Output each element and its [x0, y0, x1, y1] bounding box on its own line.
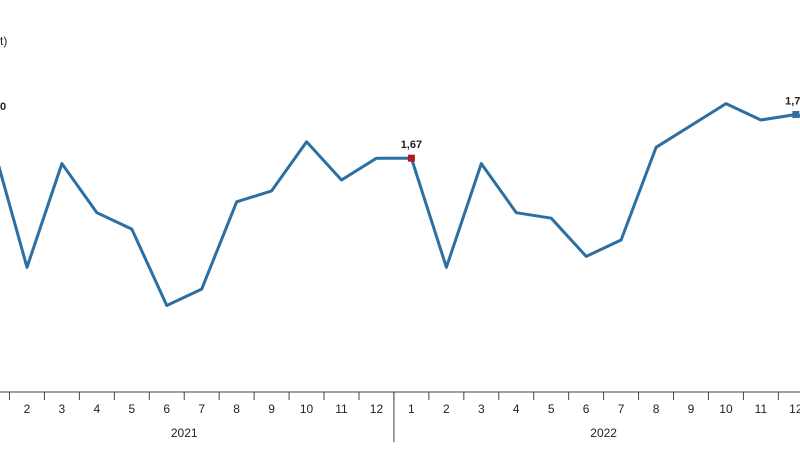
x-tick-label: 4: [94, 402, 101, 416]
x-tick-label: 7: [198, 402, 205, 416]
data-label: 1,75: [785, 96, 800, 108]
x-tick-label: 5: [548, 402, 555, 416]
x-tick-label: 8: [233, 402, 240, 416]
year-label: 2021: [171, 426, 198, 440]
data-label: 1,67: [401, 139, 422, 151]
x-tick-label: 7: [618, 402, 625, 416]
x-tick-label: 5: [128, 402, 135, 416]
x-tick-label: 2: [443, 402, 450, 416]
data-point-marker: [407, 154, 415, 162]
x-tick-label: 12: [789, 402, 800, 416]
x-tick-label: 6: [163, 402, 170, 416]
x-tick-label: 2: [24, 402, 31, 416]
y-axis-unit-label: t): [0, 34, 7, 48]
data-point-marker: [792, 111, 800, 119]
x-tick-label: 11: [755, 402, 768, 416]
x-tick-label: 1: [408, 402, 415, 416]
x-tick-label: 3: [478, 402, 485, 416]
x-tick-label: 10: [719, 402, 733, 416]
annotation-layer: 0 1,67 1,75: [0, 96, 800, 162]
year-label: 2022: [590, 426, 617, 440]
x-axis: 123456789101112123456789101112120212022: [0, 391, 800, 442]
x-tick-label: 4: [513, 402, 520, 416]
x-tick-label: 8: [653, 402, 660, 416]
series-layer: [0, 102, 800, 307]
x-tick-label: 9: [688, 402, 695, 416]
x-tick-label: 10: [300, 402, 314, 416]
x-tick-label: 11: [335, 402, 348, 416]
data-label: 0: [0, 101, 6, 113]
x-tick-label: 12: [370, 402, 384, 416]
x-tick-label: 6: [583, 402, 590, 416]
x-tick-label: 3: [59, 402, 66, 416]
series-line: [0, 102, 800, 307]
x-tick-label: 9: [268, 402, 275, 416]
